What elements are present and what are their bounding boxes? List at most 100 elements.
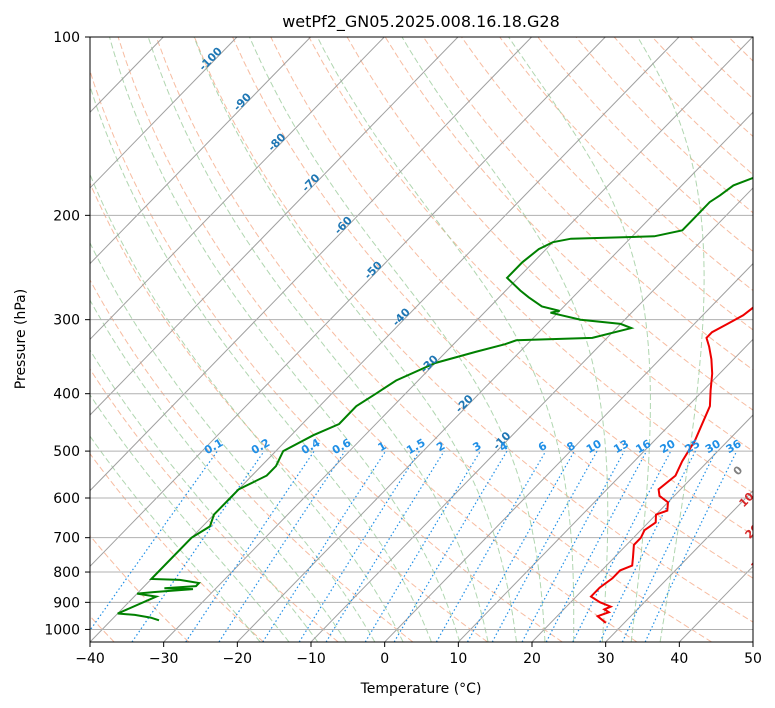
mixing-ratio-line (644, 450, 738, 642)
isotherm-line (531, 414, 753, 642)
isotherm-line (90, 37, 385, 341)
isotherm-label: -80 (265, 130, 288, 154)
plot-area: -100-90-80-70-60-50-40-30-20-100.1 0.2 0.4… (90, 37, 775, 642)
dry-adiabat-line (232, 37, 753, 579)
dry-adiabat-line (90, 368, 339, 642)
x-tick-label: 30 (597, 651, 615, 667)
moist-adiabat-line (90, 299, 347, 642)
mixing-ratio-line (262, 450, 387, 642)
dry-adiabat-line (155, 37, 712, 642)
mixing-ratio-line (131, 450, 265, 642)
isotherm-label: -40 (390, 305, 413, 329)
dry-adiabat-line (690, 37, 753, 100)
dry-adiabat-line (90, 452, 264, 642)
isotherm-line (605, 489, 753, 642)
y-tick-label: 500 (53, 444, 80, 460)
plot-frame (89, 36, 754, 643)
theta-e-label: 10 (737, 490, 757, 510)
moist-adiabat-line (637, 37, 705, 642)
isotherm-line (90, 37, 238, 189)
dry-adiabat-line (193, 37, 753, 623)
chart-title: wetPf2_GN05.2025.008.16.18.G28 (282, 12, 560, 32)
mixing-ratio-label: 13 (611, 437, 631, 456)
x-tick-label: −20 (223, 651, 253, 667)
isotherm-line (752, 641, 753, 642)
x-tick-label: 0 (380, 651, 389, 667)
mixing-ratio-line (185, 450, 315, 642)
isotherm-label: -20 (453, 392, 476, 416)
moist-adiabat-line (90, 84, 432, 642)
dry-adiabat-line (537, 37, 753, 253)
mixing-ratio-label: 0.6 (330, 436, 354, 457)
mixing-ratio-line (466, 450, 575, 642)
x-tick-label: 40 (670, 651, 688, 667)
y-tick-label: 700 (53, 531, 80, 547)
theta-e-label: 30 (749, 553, 769, 573)
x-tick-label: −30 (149, 651, 179, 667)
moist-adiabat-line (249, 37, 546, 642)
x-tick-label: 20 (523, 651, 541, 667)
x-axis-ticks: −40 −30 −20 −10 0 10 20 30 40 50 (75, 642, 762, 667)
dry-adiabat-line (728, 37, 753, 62)
dry-adiabat-line (651, 37, 753, 138)
dry-adiabat-line (384, 37, 753, 411)
moist-adiabat-line (90, 394, 290, 642)
mixing-ratio-label: 6 (536, 439, 549, 454)
sounding-profiles (117, 176, 753, 624)
mixing-ratio-line (435, 450, 547, 642)
isotherm-line (163, 37, 753, 642)
mixing-ratio-line (491, 450, 598, 642)
isotherm-label: -30 (418, 352, 441, 376)
x-tick-label: −40 (75, 651, 105, 667)
y-axis-label: Pressure (hPa) (13, 289, 29, 389)
dry-adiabat-line (90, 279, 414, 642)
mixing-ratio-label: 36 (724, 437, 744, 456)
isotherm-line (90, 37, 532, 492)
dry-adiabat-line (90, 182, 488, 642)
mixing-ratio-label: 0.2 (249, 436, 272, 457)
mixing-ratio-line (521, 450, 625, 642)
dry-adiabat-line (422, 37, 753, 371)
mixing-ratio-label: 0.1 (202, 436, 225, 457)
y-tick-label: 200 (53, 208, 80, 224)
mixing-ratio-line (218, 450, 346, 642)
isotherm-line (90, 37, 311, 265)
moist-adiabat-line (147, 37, 489, 642)
theta-e-label: 40 (770, 584, 775, 604)
isotherm-line (90, 37, 606, 568)
y-tick-label: 800 (53, 565, 80, 581)
mixing-ratio-line (90, 450, 218, 632)
isotherm-label: -100 (196, 44, 225, 73)
mixing-ratio-label: 20 (658, 437, 678, 456)
mixing-ratio-line (364, 450, 481, 642)
y-axis-ticks: 100 200 300 400 500 600 700 800 900 1000 (44, 30, 90, 638)
mixing-ratio-label: 16 (633, 437, 653, 456)
x-tick-label: −10 (296, 651, 326, 667)
y-tick-label: 100 (53, 30, 80, 46)
moist-adiabats (90, 37, 705, 642)
y-tick-label: 400 (53, 387, 80, 403)
theta-e-label: 20 (743, 521, 763, 541)
mixing-ratio-label: 2 (434, 439, 447, 454)
dry-adiabat-line (499, 37, 753, 292)
moist-adiabat-line (508, 37, 651, 642)
isotherm-label: -50 (362, 258, 385, 282)
temperature-profile (589, 306, 753, 624)
mixing-ratio-line (298, 450, 420, 642)
moist-adiabat-line (401, 37, 609, 642)
x-tick-label: 50 (744, 651, 762, 667)
mixing-ratio-label: 1.5 (404, 436, 427, 457)
mixing-ratio-label: 10 (584, 437, 604, 456)
moist-adiabat-line (109, 37, 461, 642)
y-tick-label: 900 (53, 595, 80, 611)
x-axis-label: Temperature (°C) (360, 681, 482, 697)
mixing-ratio-label: 0.4 (299, 436, 323, 457)
moist-adiabat-line (90, 435, 261, 642)
moist-adiabat-line (193, 37, 517, 642)
mixing-ratio-line (325, 450, 445, 642)
moist-adiabat-line (90, 349, 319, 642)
dry-adiabat-line (308, 37, 753, 494)
dry-adiabats (90, 37, 753, 642)
mixing-ratio-label: 3 (470, 439, 483, 454)
